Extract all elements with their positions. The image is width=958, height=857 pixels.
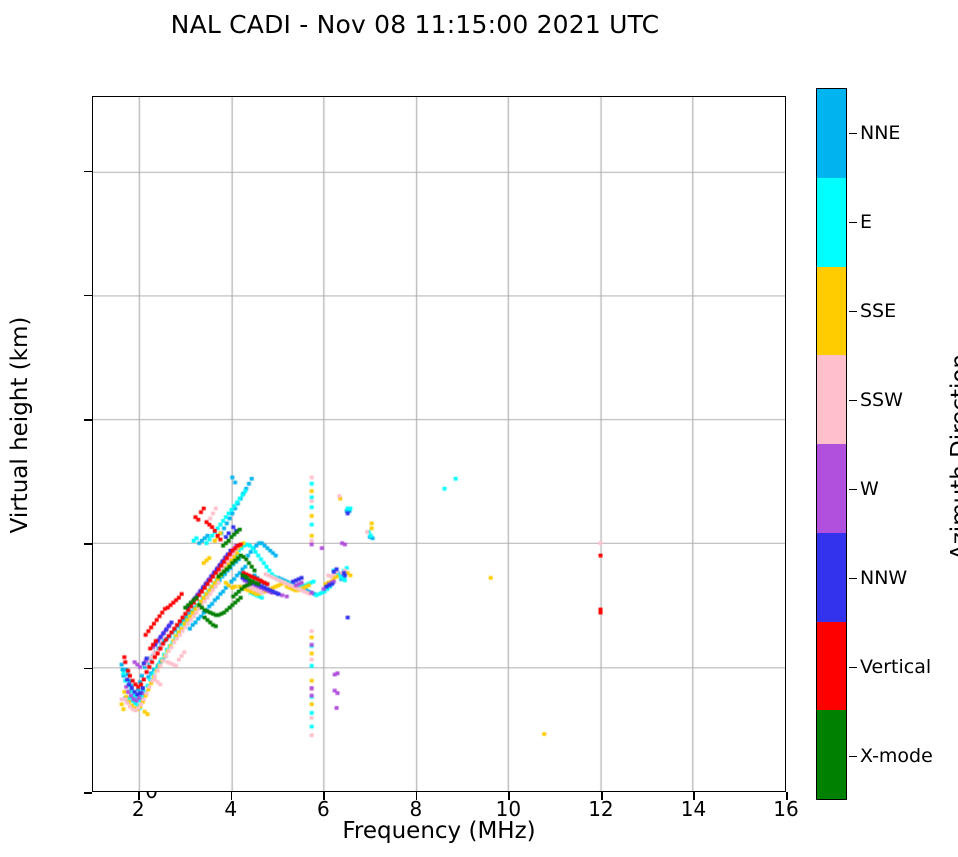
colorbar-segment-x-mode[interactable] xyxy=(817,710,846,799)
colorbar-label-e: E xyxy=(860,210,873,233)
colorbar-label-ssw: SSW xyxy=(860,388,903,411)
x-tick-label: 6 xyxy=(316,797,330,821)
y-tick-mark xyxy=(84,294,92,297)
colorbar-tick xyxy=(849,132,857,135)
y-tick-mark xyxy=(84,792,92,794)
colorbar-label-w: W xyxy=(860,477,879,500)
x-tick-mark xyxy=(230,792,233,800)
x-tick-label: 10 xyxy=(495,797,522,821)
x-tick-label: 12 xyxy=(588,797,614,821)
colorbar-label-nne: NNE xyxy=(860,121,901,144)
colorbar-segment-nne[interactable] xyxy=(817,89,846,178)
x-tick-mark xyxy=(508,792,510,800)
scatter-canvas xyxy=(93,97,785,791)
x-tick-mark xyxy=(323,792,325,800)
y-tick-mark xyxy=(84,419,92,421)
page-title: NAL CADI - Nov 08 11:15:00 2021 UTC xyxy=(170,10,660,39)
x-tick-label: 2 xyxy=(131,797,145,821)
x-tick-mark xyxy=(786,792,788,800)
x-tick-label: 16 xyxy=(773,797,799,821)
x-tick-label: 8 xyxy=(409,797,423,821)
colorbar-label-nnw: NNW xyxy=(860,566,908,589)
azimuth-colorbar[interactable] xyxy=(816,88,847,800)
x-tick-mark xyxy=(415,792,418,800)
x-tick-label: 4 xyxy=(224,797,238,821)
colorbar-label-vertical: Vertical xyxy=(860,655,932,678)
y-axis-label: Virtual height (km) xyxy=(7,316,33,534)
colorbar-title: Azimuth Direction xyxy=(947,354,958,560)
colorbar-segment-e[interactable] xyxy=(817,177,846,267)
x-tick-mark xyxy=(138,792,140,800)
colorbar-tick xyxy=(849,221,857,224)
colorbar-tick xyxy=(849,310,857,313)
colorbar-tick xyxy=(849,488,857,491)
x-tick-label: 14 xyxy=(680,797,707,821)
y-tick-mark xyxy=(84,543,92,546)
colorbar-tick xyxy=(849,666,857,669)
colorbar-tick xyxy=(849,577,857,580)
colorbar-tick xyxy=(849,755,857,758)
x-axis-label: Frequency (MHz) xyxy=(342,818,536,844)
x-tick-mark xyxy=(693,792,696,800)
y-tick-mark xyxy=(84,170,92,173)
colorbar-segment-vertical[interactable] xyxy=(817,621,846,711)
colorbar-label-x-mode: X-mode xyxy=(860,744,933,767)
colorbar-tick xyxy=(849,399,857,402)
colorbar-segment-sse[interactable] xyxy=(817,266,846,356)
x-tick-mark xyxy=(600,792,603,800)
colorbar-segment-w[interactable] xyxy=(817,444,846,533)
colorbar-segment-nnw[interactable] xyxy=(817,532,846,622)
plot-area xyxy=(92,96,786,792)
colorbar-label-sse: SSE xyxy=(860,299,897,322)
colorbar-segment-ssw[interactable] xyxy=(817,355,846,444)
y-tick-mark xyxy=(84,667,92,670)
